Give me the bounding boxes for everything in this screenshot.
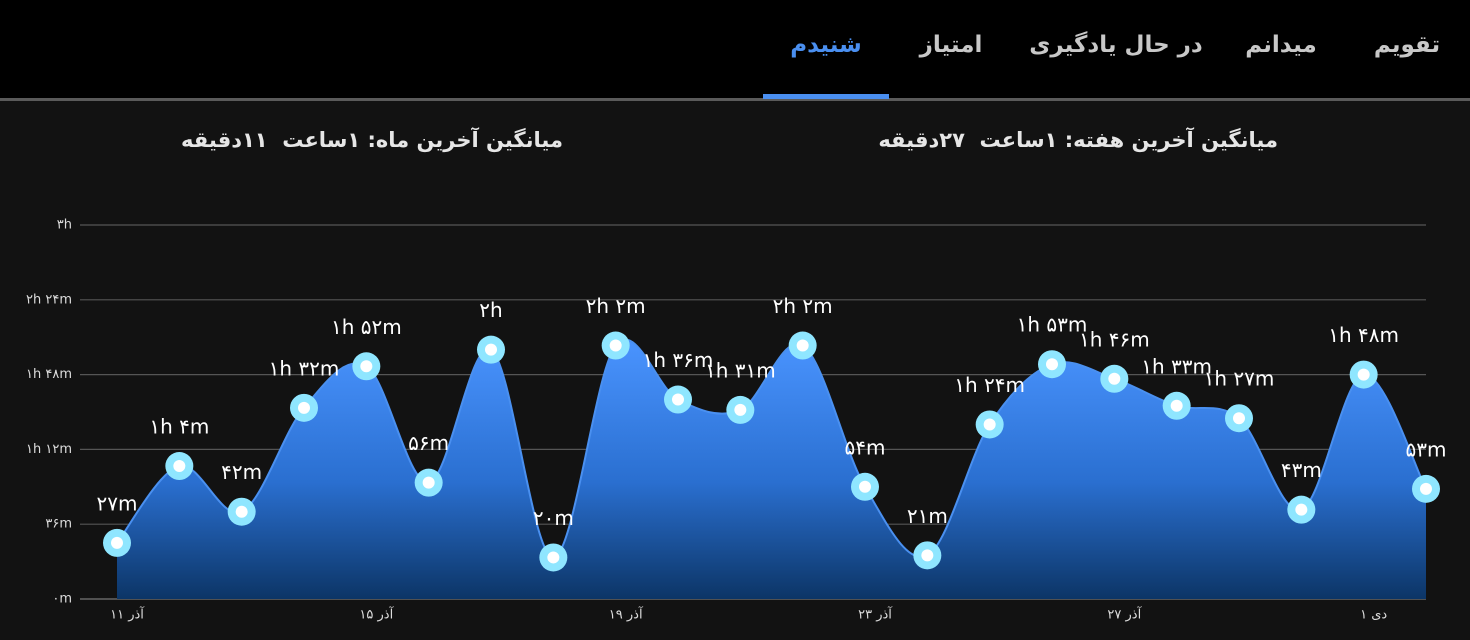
value-label: ۵۳m — [1406, 437, 1447, 461]
point-center — [360, 360, 373, 373]
point-center — [1233, 412, 1245, 425]
point-center — [547, 551, 560, 564]
value-label: ۲۰m — [533, 506, 574, 530]
value-label: ۲h ۲m — [773, 294, 833, 318]
x-tick-label: ۲۳ آذر — [858, 606, 893, 623]
y-tick-label: ۱h ۱۲m — [26, 442, 72, 457]
point-center — [921, 549, 934, 562]
y-tick-label: ۳۶m — [45, 517, 72, 532]
y-tick-label: ۳h — [57, 218, 72, 233]
separator — [0, 98, 1470, 101]
point-center — [672, 393, 684, 406]
point-center — [1170, 399, 1183, 412]
value-label: ۱h ۴m — [149, 415, 209, 439]
value-label: ۱h ۳۶m — [643, 348, 714, 372]
value-label: ۲۱m — [907, 504, 948, 528]
top-bar — [0, 0, 1470, 98]
point-center — [859, 480, 871, 493]
active-tab-indicator — [763, 94, 889, 99]
value-label: ۱h ۵۳m — [1017, 313, 1088, 337]
x-tick-label: ۲۷ آذر — [1107, 606, 1142, 623]
x-tick-label: ۱ دی — [1360, 608, 1387, 623]
point-center — [298, 401, 310, 414]
point-center — [1420, 482, 1432, 495]
y-tick-label: ۱h ۴۸m — [26, 367, 72, 382]
point-center — [111, 536, 123, 549]
value-label: ۴۳m — [1281, 458, 1322, 482]
point-center — [235, 505, 248, 518]
point-center — [609, 339, 622, 352]
value-label: ۱h ۲۴m — [954, 373, 1025, 397]
value-label: ۱h ۲۷m — [1204, 367, 1275, 391]
y-tick-label: ۲h ۲۴m — [26, 292, 72, 307]
value-label: ۲h — [479, 298, 502, 322]
value-label: ۱h ۵۲m — [331, 315, 402, 339]
value-label: ۱h ۴۸m — [1328, 323, 1399, 347]
x-tick-label: ۱۵ آذر — [359, 606, 394, 623]
value-label: ۵۶m — [408, 431, 449, 455]
tab[interactable]: امتیاز — [919, 32, 983, 58]
point-center — [422, 476, 435, 489]
value-label: ۴۲m — [221, 460, 262, 484]
tab[interactable]: تقویم — [1373, 32, 1441, 58]
week-average: میانگین آخرین هفته: ۱ساعت ۲۷دقیقه — [878, 128, 1278, 152]
x-tick-label: ۱۱ آذر — [110, 606, 145, 623]
tab[interactable]: شنیدم — [790, 32, 862, 58]
point-center — [734, 403, 747, 416]
area-fill — [117, 339, 1426, 599]
tab[interactable]: میدانم — [1245, 32, 1317, 58]
x-tick-label: ۱۹ آذر — [609, 606, 644, 623]
value-label: ۱h ۳۳m — [1141, 354, 1212, 378]
y-tick-label: ۰m — [52, 592, 72, 607]
point-center — [1046, 358, 1058, 371]
tab[interactable]: در حال یادگیری — [1029, 32, 1203, 58]
point-center — [1108, 372, 1121, 385]
value-label: ۲۷m — [97, 491, 138, 515]
point-center — [173, 460, 186, 473]
value-label: ۵۴m — [845, 435, 886, 459]
point-center — [983, 418, 996, 431]
point-center — [796, 339, 809, 352]
value-label: ۲h ۲m — [586, 294, 646, 318]
month-average: میانگین آخرین ماه: ۱ساعت ۱۱دقیقه — [181, 128, 563, 152]
point-center — [1295, 503, 1308, 516]
value-label: ۱h ۳۱m — [705, 358, 776, 382]
value-label: ۱h ۳۲m — [269, 356, 340, 380]
point-center — [1357, 368, 1370, 381]
point-center — [485, 343, 497, 356]
value-label: ۱h ۴۶m — [1079, 327, 1150, 351]
